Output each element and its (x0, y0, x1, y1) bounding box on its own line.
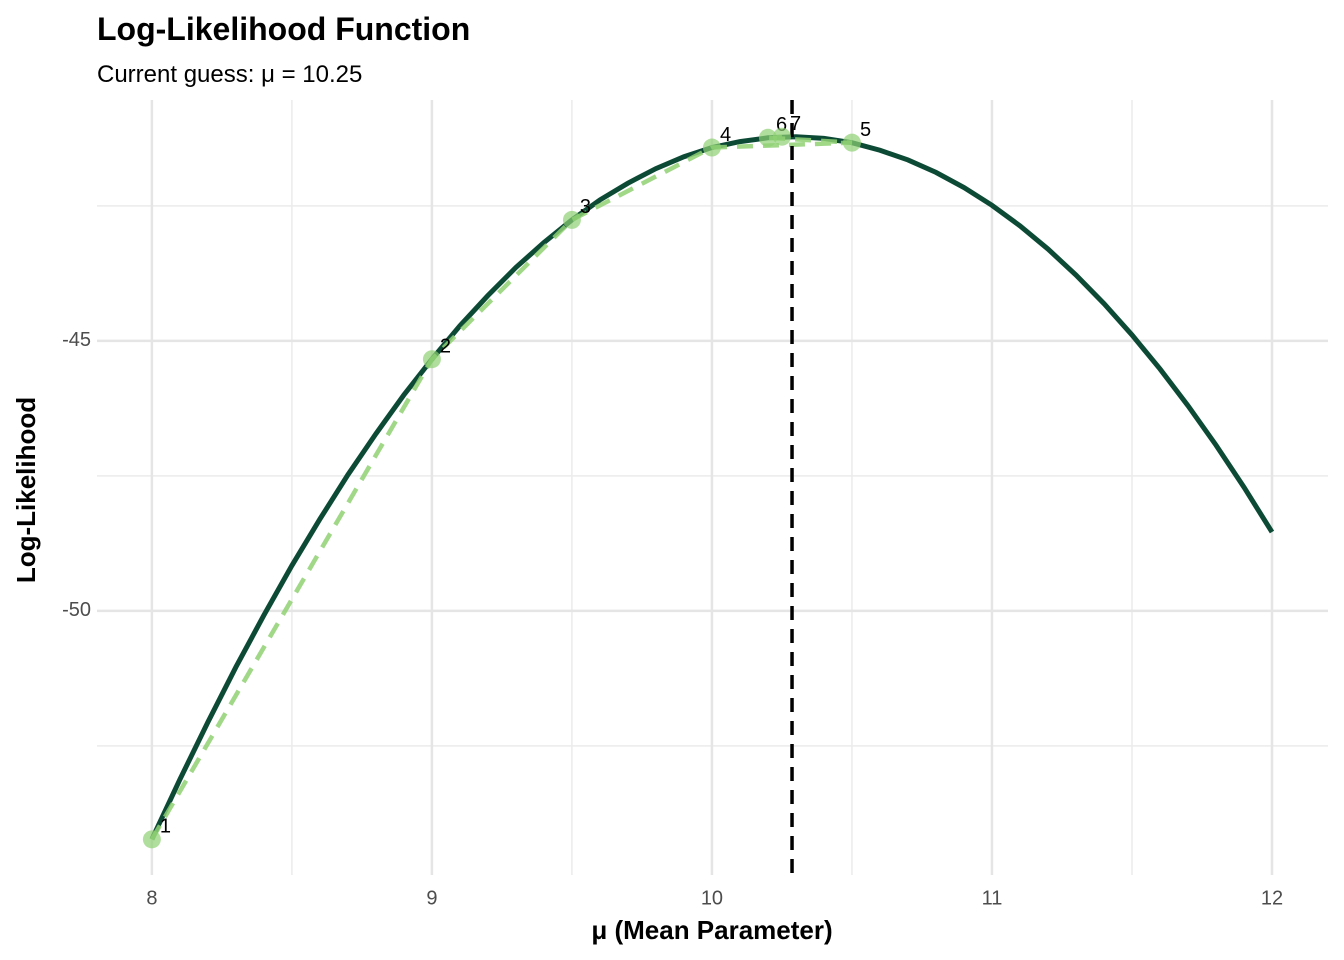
iteration-point (842, 133, 861, 152)
y-axis-title: Log-Likelihood (11, 397, 41, 583)
x-tick-label: 12 (1261, 887, 1283, 909)
iteration-label: 3 (580, 196, 591, 218)
iteration-point (772, 127, 791, 146)
iteration-label: 7 (790, 113, 801, 135)
iteration-point (562, 210, 581, 229)
x-tick-label: 8 (146, 887, 157, 909)
iteration-path (149, 134, 853, 841)
x-tick-label: 11 (982, 887, 1003, 909)
iteration-label: 1 (160, 816, 171, 838)
y-tick-label: -50 (62, 599, 91, 621)
x-tick-label: 9 (426, 887, 437, 909)
iteration-label: 5 (860, 119, 871, 141)
iteration-point (142, 830, 161, 849)
iteration-label: 4 (720, 124, 731, 146)
y-tick-label: -45 (62, 329, 91, 351)
iteration-label: 6 (776, 114, 787, 136)
iteration-label: 2 (440, 336, 451, 358)
iteration-point (422, 350, 441, 369)
iteration-point (702, 138, 721, 157)
iteration-point (758, 128, 777, 147)
x-axis-title: μ (Mean Parameter) (591, 915, 832, 945)
chart-subtitle: Current guess: μ = 10.25 (97, 61, 362, 88)
x-tick-label: 10 (701, 887, 723, 909)
chart-title: Log-Likelihood Function (97, 11, 470, 47)
